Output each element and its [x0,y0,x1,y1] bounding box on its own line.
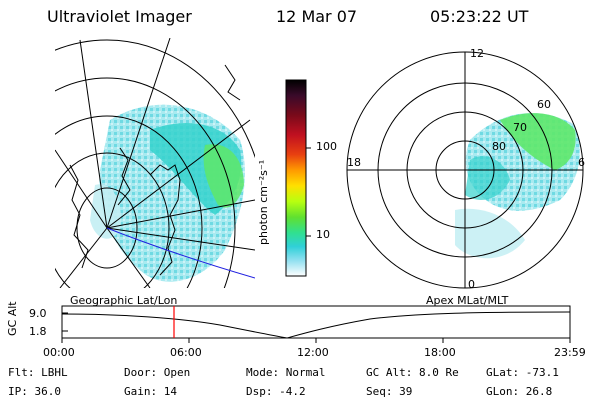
status-ip: IP: 36.0 [8,385,61,398]
timeline-x-tick-1: 06:00 [170,346,202,359]
timeline-left-label: Geographic Lat/Lon [70,294,178,307]
mlt-label-18: 18 [347,156,361,169]
timeline-plot [61,305,571,343]
status-gc-alt: GC Alt: 8.0 Re [366,366,459,379]
mlt-label-12: 12 [470,47,484,60]
status-glat: GLat: -73.1 [486,366,559,379]
timeline-x-tick-4: 23:59 [554,346,586,359]
status-flt: Flt: LBHL [8,366,68,379]
timeline-y-title: GC Alt [6,301,19,336]
geographic-image [55,38,255,288]
mlat-label-70: 70 [513,121,527,134]
status-door: Door: Open [124,366,191,379]
timeline-right-label: Apex MLat/MLT [426,294,509,307]
mlt-label-6: 6 [578,156,585,169]
mlat-label-60: 60 [537,98,551,111]
colorbar-tick-100: 100 [316,140,337,153]
timeline-x-tick-2: 12:00 [297,346,329,359]
status-glon: GLon: 26.8 [486,385,553,398]
status-dsp: Dsp: -4.2 [246,385,306,398]
colorbar-tick-10: 10 [316,228,330,241]
timeline-y-tick-low: 1.8 [29,325,47,338]
mlat-label-80: 80 [492,140,506,153]
status-gain: Gain: 14 [124,385,177,398]
status-seq: Seq: 39 [366,385,413,398]
timeline-x-tick-0: 00:00 [43,346,75,359]
timeline-y-tick-high: 9.0 [29,307,47,320]
observation-date: 12 Mar 07 [276,7,358,26]
observation-time: 05:23:22 UT [430,7,529,26]
colorbar-unit-label: photon cm⁻²s⁻¹ [257,159,270,245]
timeline-x-tick-3: 18:00 [424,346,456,359]
status-mode: Mode: Normal [246,366,326,379]
colorbar [285,79,307,277]
polar-plot [346,51,584,289]
instrument-title: Ultraviolet Imager [47,7,192,26]
mlt-label-0: 0 [468,278,475,291]
